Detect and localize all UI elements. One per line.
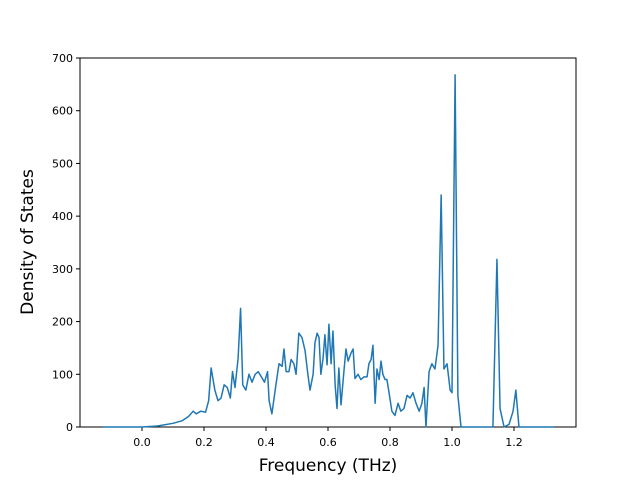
y-tick-label: 300 bbox=[52, 263, 73, 276]
x-tick-label: 1.0 bbox=[443, 436, 461, 449]
y-tick-label: 700 bbox=[52, 52, 73, 65]
y-tick-label: 100 bbox=[52, 368, 73, 381]
x-tick-label: 1.2 bbox=[505, 436, 523, 449]
y-tick-label: 400 bbox=[52, 210, 73, 223]
y-tick-label: 500 bbox=[52, 157, 73, 170]
y-tick-label: 0 bbox=[66, 421, 73, 434]
y-axis-label: Density of States bbox=[18, 169, 38, 315]
x-tick-label: 0.2 bbox=[195, 436, 213, 449]
x-tick-label: 0.0 bbox=[133, 436, 151, 449]
x-tick-label: 0.8 bbox=[381, 436, 399, 449]
y-tick-label: 200 bbox=[52, 316, 73, 329]
plot-frame bbox=[79, 57, 577, 428]
x-tick-label: 0.4 bbox=[257, 436, 275, 449]
y-tick-label: 600 bbox=[52, 105, 73, 118]
x-axis-label: Frequency (THz) bbox=[259, 456, 398, 476]
data-line bbox=[102, 74, 554, 428]
x-tick-label: 0.6 bbox=[319, 436, 337, 449]
